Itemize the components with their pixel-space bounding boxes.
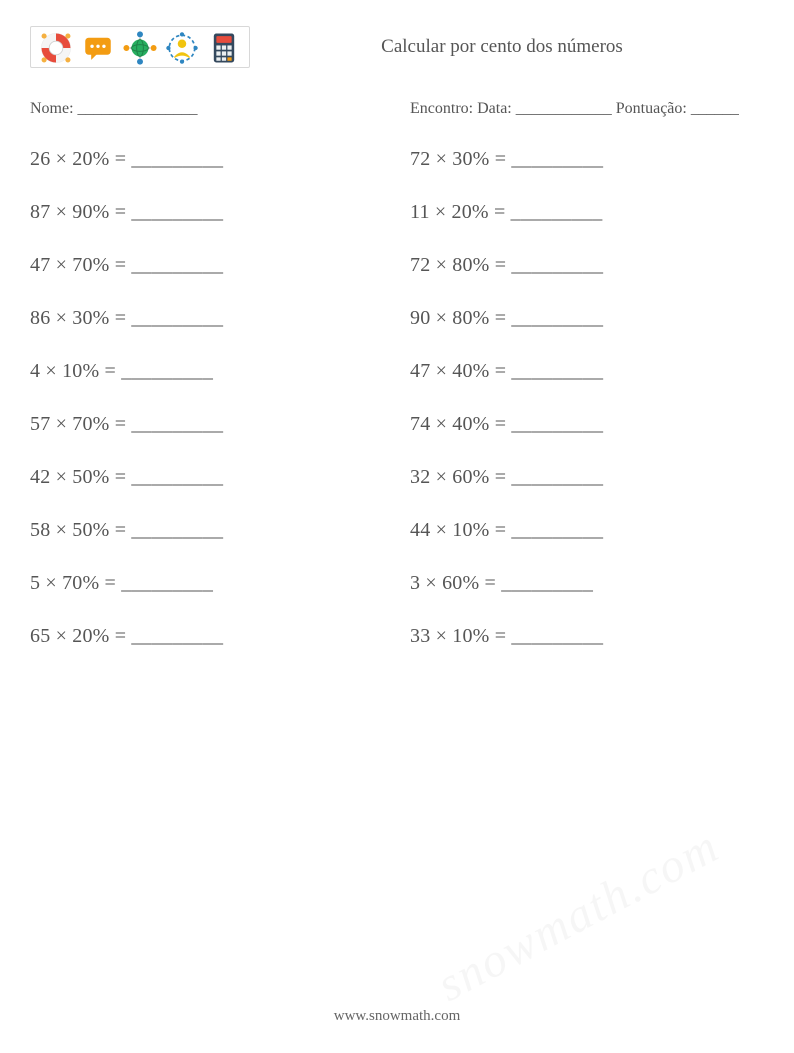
problem: 26 × 20% = _________ xyxy=(30,148,370,171)
calculator-icon xyxy=(207,31,241,65)
name-field: Nome: _______________ xyxy=(30,100,410,118)
lifebuoy-icon xyxy=(39,31,73,65)
problem: 47 × 70% = _________ xyxy=(30,254,370,277)
problem: 42 × 50% = _________ xyxy=(30,466,370,489)
icon-strip xyxy=(30,26,250,68)
problem: 4 × 10% = _________ xyxy=(30,360,370,383)
problem: 65 × 20% = _________ xyxy=(30,625,370,648)
date-score-field: Encontro: Data: ____________ Pontuação: … xyxy=(410,100,764,118)
problem: 5 × 70% = _________ xyxy=(30,572,370,595)
globe-network-icon xyxy=(123,31,157,65)
problem: 47 × 40% = _________ xyxy=(410,360,750,383)
watermark: snowmath.com xyxy=(429,818,729,1012)
problem: 44 × 10% = _________ xyxy=(410,519,750,542)
problem: 72 × 30% = _________ xyxy=(410,148,750,171)
problems-grid: 26 × 20% = _________ 87 × 90% = ________… xyxy=(30,148,764,648)
person-ring-icon xyxy=(165,31,199,65)
worksheet-title: Calcular por cento dos números xyxy=(250,36,764,58)
problem: 3 × 60% = _________ xyxy=(410,572,750,595)
problem: 58 × 50% = _________ xyxy=(30,519,370,542)
problem: 86 × 30% = _________ xyxy=(30,307,370,330)
footer-url: www.snowmath.com xyxy=(0,1008,794,1025)
problem: 74 × 40% = _________ xyxy=(410,413,750,436)
problem: 57 × 70% = _________ xyxy=(30,413,370,436)
problem: 90 × 80% = _________ xyxy=(410,307,750,330)
problem: 72 × 80% = _________ xyxy=(410,254,750,277)
problem: 32 × 60% = _________ xyxy=(410,466,750,489)
problems-col-1: 26 × 20% = _________ 87 × 90% = ________… xyxy=(30,148,370,648)
problems-col-2: 72 × 30% = _________ 11 × 20% = ________… xyxy=(410,148,750,648)
problem: 11 × 20% = _________ xyxy=(410,201,750,224)
problem: 87 × 90% = _________ xyxy=(30,201,370,224)
info-row: Nome: _______________ Encontro: Data: __… xyxy=(30,100,764,118)
problem: 33 × 10% = _________ xyxy=(410,625,750,648)
worksheet-header: Calcular por cento dos números xyxy=(30,22,764,72)
chat-icon xyxy=(81,31,115,65)
